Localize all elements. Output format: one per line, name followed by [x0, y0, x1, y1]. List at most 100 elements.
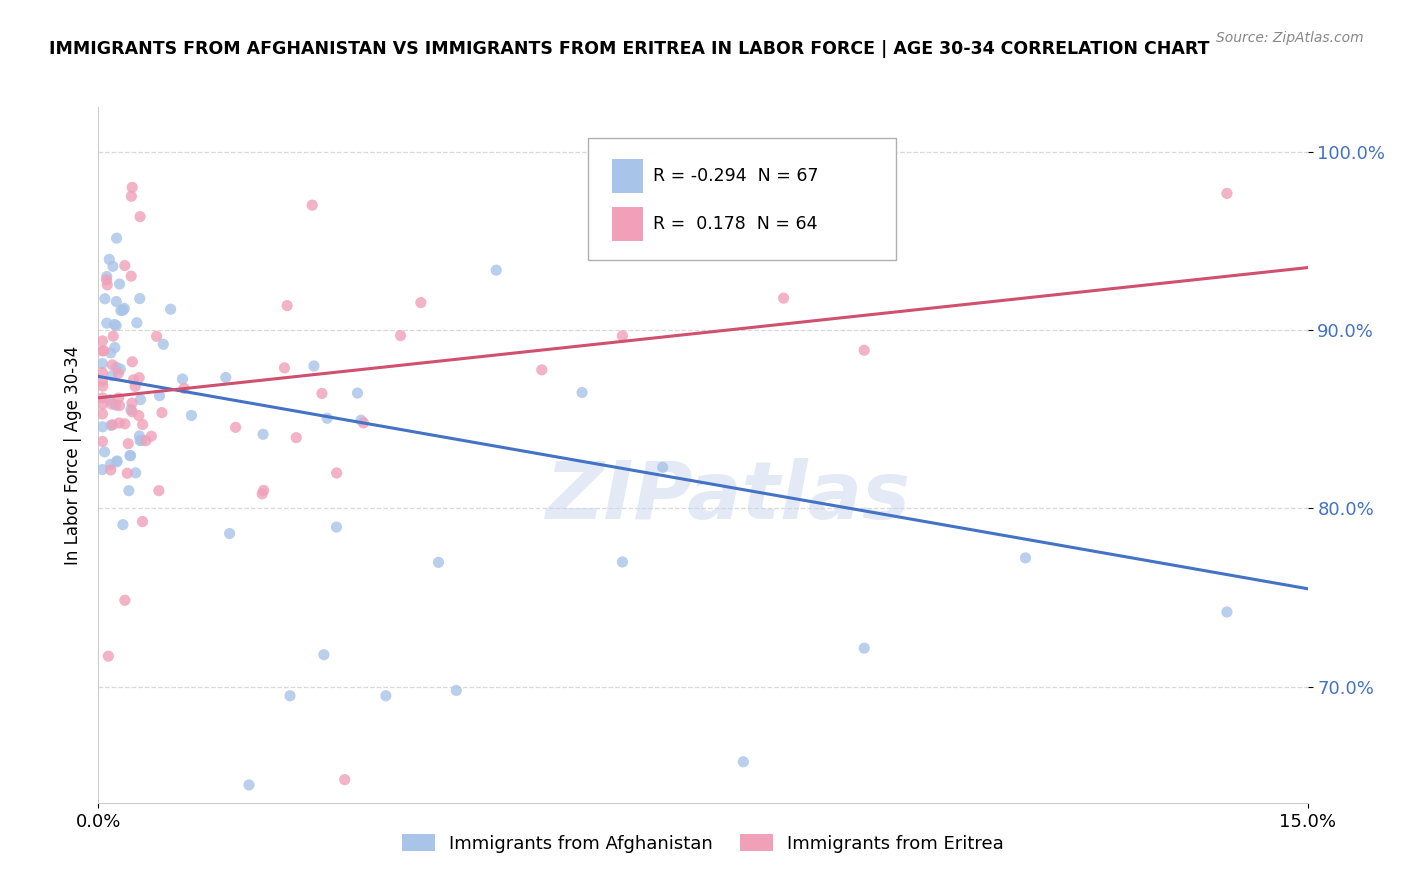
Point	[278, 689, 301, 703]
Point	[285, 431, 308, 445]
Point	[346, 386, 368, 401]
Text: R =  0.178  N = 64: R = 0.178 N = 64	[654, 215, 818, 233]
Point	[105, 318, 128, 333]
Legend: Immigrants from Afghanistan, Immigrants from Eritrea: Immigrants from Afghanistan, Immigrants …	[395, 827, 1011, 860]
Point	[571, 385, 593, 400]
Point	[152, 337, 174, 351]
Point	[409, 295, 432, 310]
Point	[115, 467, 138, 481]
Point	[91, 391, 114, 405]
Point	[853, 343, 876, 358]
Point	[105, 231, 128, 245]
Point	[101, 417, 124, 432]
Point	[128, 429, 150, 443]
Point	[100, 463, 122, 477]
Point	[121, 180, 143, 194]
Point	[107, 391, 129, 405]
Point	[117, 436, 139, 450]
Point	[94, 292, 117, 306]
Point	[122, 373, 145, 387]
Point	[128, 292, 150, 306]
Point	[120, 402, 142, 417]
Point	[91, 366, 114, 380]
FancyBboxPatch shape	[588, 138, 897, 260]
Point	[374, 689, 396, 703]
Point	[93, 343, 115, 358]
Point	[121, 396, 143, 410]
Point	[98, 392, 121, 407]
Point	[125, 316, 148, 330]
Point	[148, 483, 170, 498]
Point	[110, 362, 132, 376]
Point	[612, 555, 634, 569]
Point	[108, 416, 131, 430]
Point	[118, 449, 141, 463]
Point	[107, 367, 129, 381]
Point	[100, 346, 122, 360]
Point	[427, 555, 450, 569]
Point	[1216, 605, 1239, 619]
Point	[159, 302, 181, 317]
Point	[111, 517, 134, 532]
Point	[105, 455, 128, 469]
Point	[96, 316, 118, 330]
Point	[1014, 550, 1036, 565]
Point	[131, 434, 153, 448]
Point	[101, 260, 124, 274]
Point	[91, 334, 114, 348]
Point	[103, 318, 125, 332]
Point	[100, 458, 122, 472]
Point	[108, 399, 131, 413]
Point	[114, 259, 136, 273]
Point	[218, 526, 240, 541]
FancyBboxPatch shape	[613, 207, 643, 241]
Point	[148, 389, 170, 403]
Point	[253, 483, 276, 498]
Point	[105, 454, 128, 468]
Text: Source: ZipAtlas.com: Source: ZipAtlas.com	[1216, 31, 1364, 45]
Point	[91, 462, 114, 476]
Point	[311, 386, 333, 401]
Point	[111, 303, 134, 318]
Point	[302, 359, 325, 373]
Point	[273, 360, 295, 375]
Point	[114, 417, 136, 431]
Point	[350, 413, 373, 427]
Text: R = -0.294  N = 67: R = -0.294 N = 67	[654, 167, 818, 185]
Point	[215, 370, 238, 384]
Point	[173, 381, 195, 395]
Point	[100, 418, 122, 433]
Point	[131, 515, 153, 529]
Point	[172, 372, 194, 386]
Point	[91, 375, 114, 389]
Point	[120, 269, 142, 284]
Point	[252, 427, 274, 442]
Point	[97, 649, 120, 664]
Point	[120, 189, 142, 203]
Point	[853, 641, 876, 656]
Point	[530, 363, 553, 377]
Point	[238, 778, 260, 792]
Point	[98, 252, 121, 267]
Point	[120, 449, 142, 463]
Point	[772, 291, 794, 305]
Point	[105, 360, 128, 375]
Point	[96, 273, 118, 287]
Point	[312, 648, 335, 662]
Point	[316, 411, 339, 425]
Text: IMMIGRANTS FROM AFGHANISTAN VS IMMIGRANTS FROM ERITREA IN LABOR FORCE | AGE 30-3: IMMIGRANTS FROM AFGHANISTAN VS IMMIGRANT…	[49, 40, 1209, 58]
Point	[91, 343, 114, 358]
Point	[91, 434, 114, 449]
Point	[96, 269, 118, 284]
Point	[225, 420, 247, 434]
Point	[141, 429, 163, 443]
Y-axis label: In Labor Force | Age 30-34: In Labor Force | Age 30-34	[63, 345, 82, 565]
Point	[129, 210, 152, 224]
Point	[129, 434, 152, 448]
Point	[353, 416, 375, 430]
Point	[135, 434, 157, 448]
Point	[100, 397, 122, 411]
Point	[131, 417, 153, 432]
Point	[485, 263, 508, 277]
Point	[101, 368, 124, 383]
